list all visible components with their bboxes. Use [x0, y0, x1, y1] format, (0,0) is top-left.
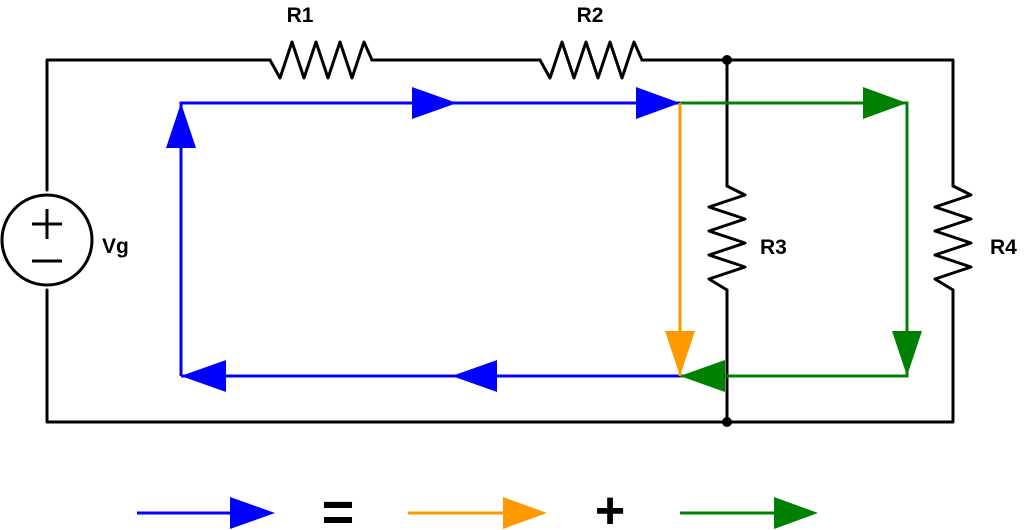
top-wire-left [45, 58, 272, 192]
r4-branch-current [680, 87, 922, 392]
top-wire-right [640, 58, 955, 188]
junction-top-dot [722, 55, 732, 65]
blue-loop-path [179, 101, 680, 378]
blue-arrow-up-icon [166, 103, 196, 148]
orange-arrow-down-icon [665, 331, 695, 376]
blue-arrow-bottom-2-icon [181, 360, 226, 392]
junction-bottom-dot [722, 417, 732, 427]
legend-row: = + [137, 480, 818, 530]
green-arrow-right-icon [863, 87, 907, 119]
resistor-r4-icon [933, 184, 973, 292]
label-r4: R4 [990, 236, 1017, 259]
legend-equals: = [322, 480, 355, 530]
legend-orange-arrow-icon [503, 497, 547, 529]
label-r2: R2 [577, 4, 604, 27]
r3-branch-current [665, 103, 695, 376]
green-branch-path [680, 101, 909, 378]
label-r3: R3 [760, 236, 787, 259]
resistor-r2-icon [538, 40, 644, 80]
label-vg: Vg [102, 235, 129, 258]
bottom-wire [45, 288, 955, 424]
total-current-loop [166, 87, 680, 392]
green-arrow-left-icon [680, 360, 725, 392]
legend-green-arrow-icon [774, 497, 818, 529]
green-arrow-down-icon [892, 331, 922, 376]
blue-arrow-top-2-icon [636, 87, 680, 119]
legend-blue-arrow-icon [230, 497, 275, 529]
circuit-wiring [45, 40, 973, 424]
resistor-r1-icon [268, 40, 374, 80]
legend-plus: + [595, 482, 625, 530]
blue-arrow-top-1-icon [412, 87, 457, 119]
blue-arrow-bottom-1-icon [452, 360, 497, 392]
voltage-source-icon [0, 193, 94, 287]
resistor-r3-icon [707, 184, 747, 292]
label-r1: R1 [287, 4, 314, 27]
